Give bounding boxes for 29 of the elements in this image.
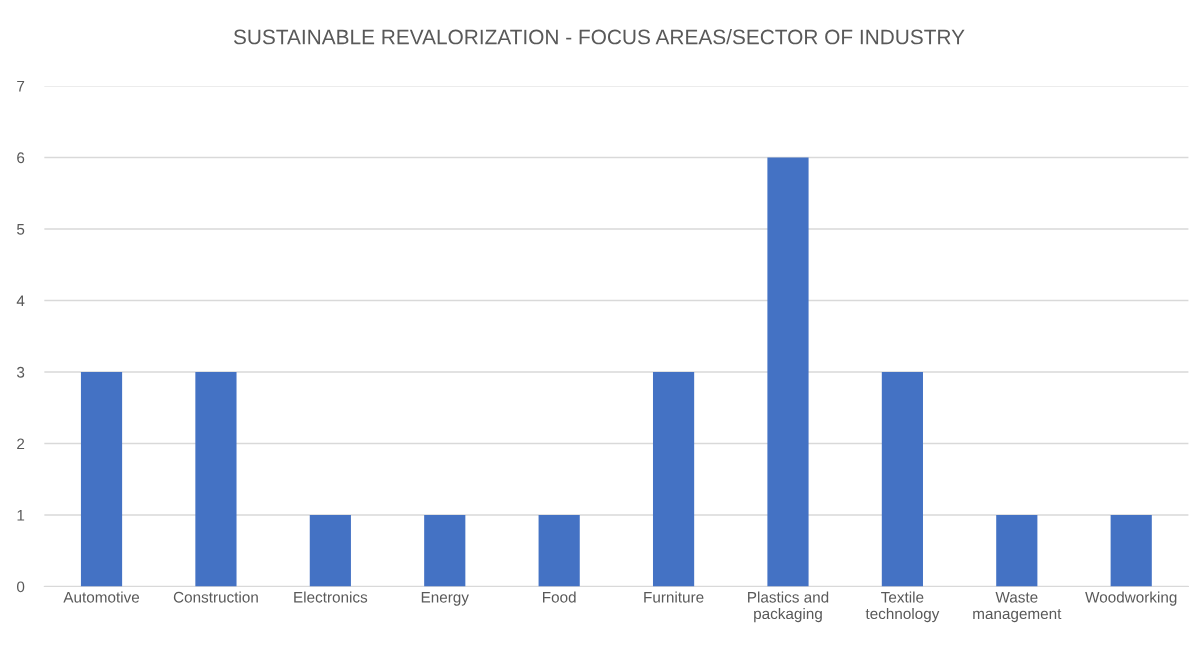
bar (309, 515, 351, 587)
x-tick-label: Food (543, 591, 576, 603)
bar (881, 372, 923, 587)
bar (80, 372, 123, 587)
chart-title: SUSTAINABLE REVALORIZATION - FOCUS AREAS/SECTOR OF INDUSTRY (233, 29, 965, 45)
x-tick-label: Waste management (973, 591, 1062, 623)
y-tick-label: 1 (17, 510, 25, 521)
bar (996, 515, 1038, 587)
x-tick-label: Construction (173, 591, 258, 603)
y-tick-label: 7 (17, 80, 25, 92)
bar (767, 157, 809, 587)
y-tick-label: 4 (16, 295, 25, 307)
x-tick-label: Woodworking (1085, 591, 1177, 606)
y-tick-label: 5 (17, 223, 25, 235)
bar (538, 515, 580, 587)
x-tick-label: Furniture (644, 591, 704, 603)
bar (424, 515, 466, 587)
y-tick-label: 6 (17, 152, 25, 164)
bar (195, 372, 237, 587)
x-tick-label: Automotive (63, 591, 140, 603)
x-tick-label: Textile technology (865, 591, 940, 623)
bar (1110, 515, 1152, 587)
x-tick-label: Electronics (294, 591, 368, 603)
y-tick-label: 0 (16, 581, 25, 593)
y-tick-label: 3 (16, 366, 25, 378)
x-tick-label: Energy (421, 591, 469, 606)
bar (652, 372, 695, 587)
x-tick-label: Plastics and packaging (748, 591, 829, 623)
y-tick-label: 2 (17, 438, 25, 450)
